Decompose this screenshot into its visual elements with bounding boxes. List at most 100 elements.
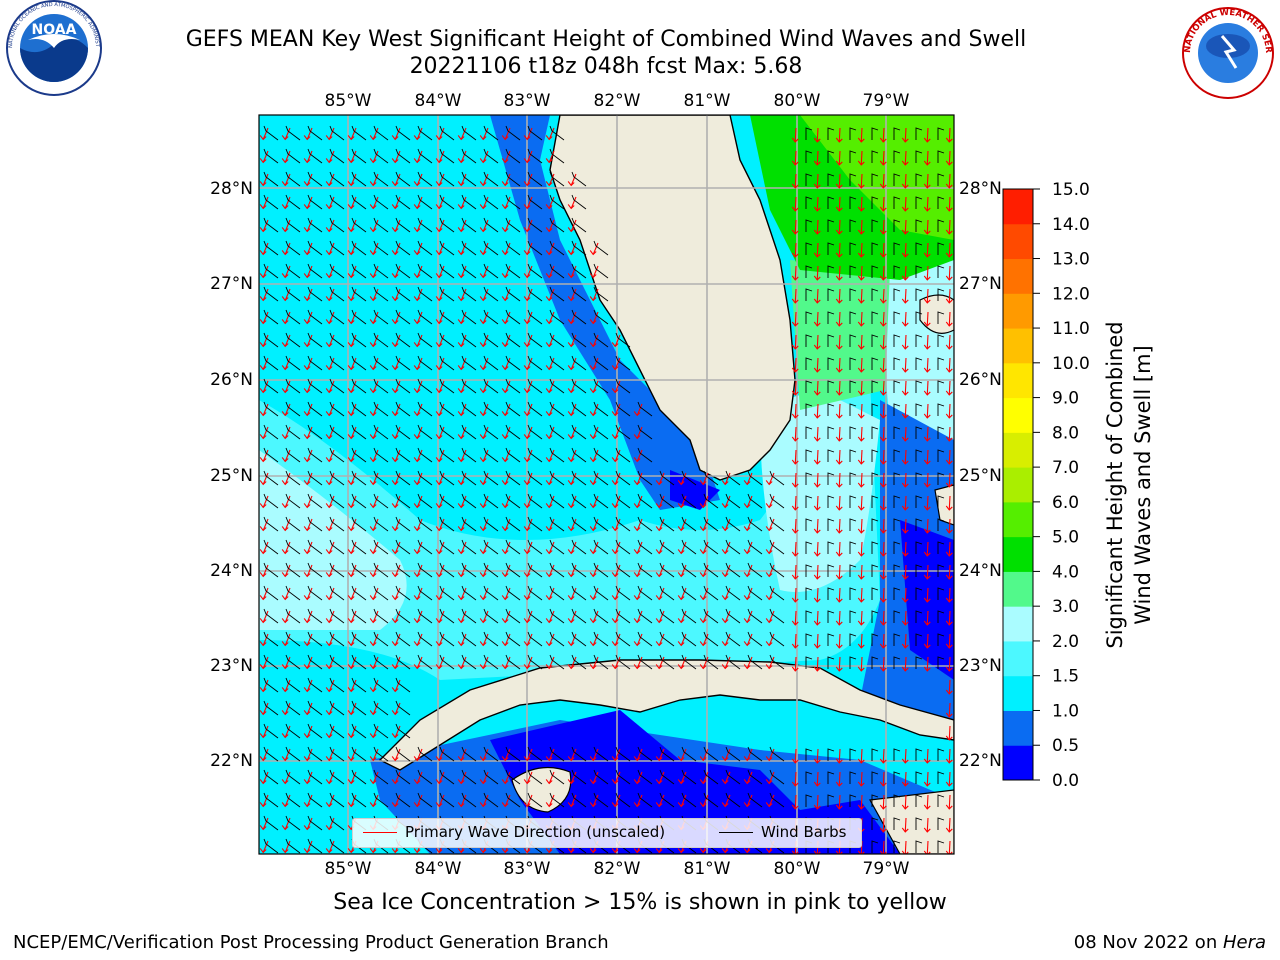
wave-arrowhead [901,528,909,534]
wave-arrowhead [347,250,355,256]
wave-arrow [526,472,533,485]
wave-arrowhead [369,181,377,187]
lat-label-left: 28°N [210,179,253,199]
wave-arrow [394,633,401,646]
wave-arrowhead [435,158,443,164]
wave-arrowhead [457,158,465,164]
wind-barb [417,608,433,624]
wind-barb [527,608,543,624]
wind-barb [893,495,901,508]
wave-arrowhead [325,365,333,371]
wave-arrow [592,242,599,255]
wind-barb [637,654,653,670]
wave-arrow [306,794,313,807]
wind-barb [461,424,477,440]
wave-arrowhead [765,802,773,808]
wave-arrow [328,771,335,784]
wave-arrow [328,817,335,830]
wind-barb [483,608,499,624]
wave-arrowhead [369,756,377,762]
wind-barb [571,562,587,578]
wave-arrowhead [633,641,641,647]
wind-barb [307,470,323,486]
wave-arrowhead [945,505,953,511]
wave-arrow [658,564,665,577]
wave-arrowhead [589,296,597,302]
wave-arrowhead [835,183,843,189]
wave-arrowhead [879,551,887,557]
wave-arrow [838,656,841,671]
wind-barb [893,127,901,140]
wave-arrowhead [413,802,421,808]
wind-barb [505,401,521,417]
wind-barb [549,378,565,394]
wave-arrow [860,541,863,556]
wind-barb [747,631,763,647]
wave-arrow [548,265,555,278]
wind-barb [615,654,631,670]
wave-arrowhead [677,503,685,509]
wind-barb [373,654,389,670]
wave-arrowhead [523,549,531,555]
wave-arrow [526,794,533,807]
wind-barb [527,171,543,187]
wind-barb [483,309,499,325]
wave-arrow [768,564,775,577]
wind-barb [593,608,609,624]
wind-barb [373,240,389,256]
wind-barb [615,562,631,578]
wave-arrowhead [835,505,843,511]
wave-arrow [504,449,511,462]
wind-barb [571,309,587,325]
wave-arrowhead [369,388,377,394]
wave-arrow [794,449,797,464]
wind-barb [483,424,499,440]
wave-arrowhead [545,595,553,601]
wave-arrowhead [567,204,575,210]
wave-arrowhead [633,503,641,509]
wind-barb [263,815,279,831]
wave-arrowhead [391,457,399,463]
wind-barb [747,608,763,624]
wave-arrowhead [259,273,267,279]
wave-arrowhead [523,526,531,532]
wave-arrowhead [369,503,377,509]
lat-label-left: 22°N [210,751,253,771]
wind-barb [307,539,323,555]
wave-arrowhead [501,618,509,624]
wave-arrowhead [813,321,821,327]
wave-arrow [816,334,819,349]
wave-arrow [794,564,797,579]
wave-arrow [526,219,533,232]
wave-arrow [394,288,401,301]
wave-arrow [636,656,643,669]
wind-barb [893,610,901,623]
wave-arrowhead [369,135,377,141]
wind-barb [395,723,411,739]
wind-barb [571,746,587,762]
wave-arrow [350,472,357,485]
wave-arrowhead [721,802,729,808]
wave-arrow [926,472,929,487]
wave-arrowhead [677,848,685,854]
colorbar-tick-label: 7.0 [1052,458,1079,478]
wave-arrow [570,380,577,393]
wave-arrow [416,656,423,669]
wind-barb [615,493,631,509]
wave-arrow [882,817,885,832]
wind-barb [285,700,301,716]
wind-barb [461,355,477,371]
wave-arrowhead [857,344,865,350]
wave-arrowhead [303,227,311,233]
land-south-east [869,789,954,854]
wave-arrow [794,748,797,763]
wind-barb [307,125,323,141]
wave-arrow [636,403,643,416]
wave-arrowhead [857,160,865,166]
wave-arrow [328,748,335,761]
wave-arrowhead [457,227,465,233]
wave-arrowhead [655,756,663,762]
wave-arrow [394,541,401,554]
footer-host: Hera [1222,932,1266,953]
wave-arrow [592,587,599,600]
